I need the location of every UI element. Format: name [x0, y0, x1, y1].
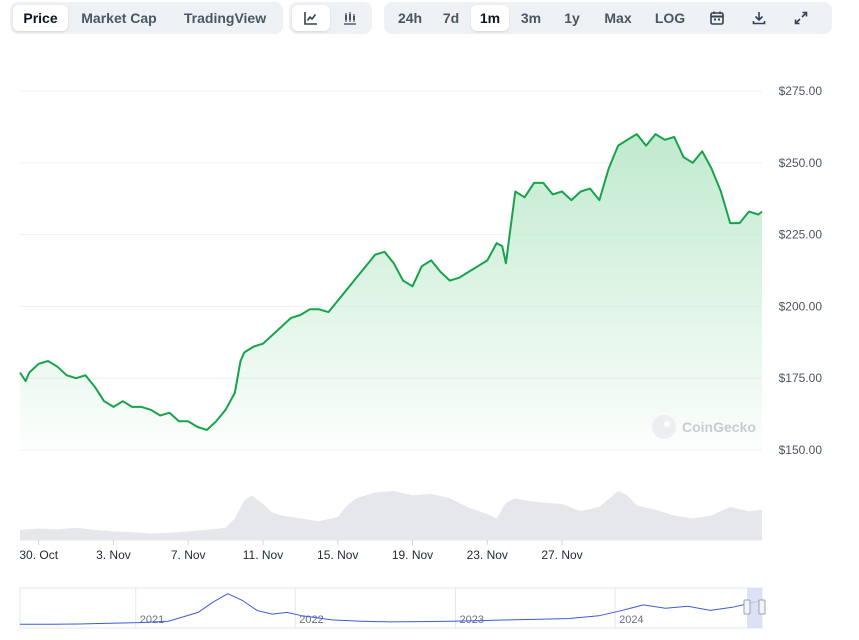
navigator-year-label: 2023	[460, 614, 484, 626]
navigator-right-handle[interactable]	[758, 599, 766, 615]
range-1m-button[interactable]: 1m	[471, 5, 509, 31]
tab-market-cap[interactable]: Market Cap	[81, 10, 157, 26]
y-tick-label: $150.00	[779, 443, 823, 457]
chart-type-group	[289, 2, 372, 34]
navigator-year-dividers: 2021 2022 2023 2024	[135, 588, 644, 628]
volume-area	[20, 491, 762, 540]
tab-tradingview[interactable]: TradingView	[183, 10, 267, 26]
candlestick-chart-icon	[344, 12, 357, 25]
navigator[interactable]: 2021 2022 2023 2024	[19, 587, 766, 629]
y-tick-label: $275.00	[779, 84, 823, 98]
y-axis: $275.00 $250.00 $225.00 $200.00 $175.00 $150.…	[779, 84, 823, 457]
x-tick-label: 23. Nov	[467, 548, 508, 562]
navigator-year-label: 2022	[299, 614, 323, 626]
navigator-selection[interactable]	[747, 588, 762, 628]
chart-toolbar: Price Market Cap TradingView 24h 7d 1m 3…	[0, 0, 859, 36]
download-icon	[752, 12, 766, 25]
range-1y-button[interactable]: 1y	[564, 10, 580, 26]
line-chart-icon	[303, 12, 317, 25]
y-tick-label: $250.00	[779, 156, 823, 170]
x-tick-label: 19. Nov	[392, 548, 433, 562]
y-tick-label: $225.00	[779, 228, 823, 242]
x-tick-label: 30. Oct	[19, 548, 58, 562]
tab-price[interactable]: Price	[13, 5, 68, 31]
navigator-line	[20, 593, 763, 625]
x-tick-label: 15. Nov	[317, 548, 358, 562]
x-tick-label: 3. Nov	[96, 548, 131, 562]
price-chart[interactable]: $275.00 $250.00 $225.00 $200.00 $175.00 $150.…	[0, 36, 859, 640]
y-tick-label: $200.00	[779, 299, 823, 313]
download-button[interactable]	[739, 5, 779, 31]
coingecko-logo-eye	[664, 421, 670, 427]
navigator-year-label: 2024	[619, 614, 643, 626]
y-tick-label: $175.00	[779, 371, 823, 385]
candlestick-chart-button[interactable]	[332, 5, 370, 31]
navigator-left-handle[interactable]	[743, 599, 751, 615]
view-tab-group: Price Market Cap TradingView	[10, 2, 283, 34]
log-scale-button[interactable]: LOG	[654, 10, 686, 26]
watermark: CoinGecko	[652, 415, 756, 439]
range-24h-button[interactable]: 24h	[397, 10, 423, 26]
calendar-icon	[710, 11, 724, 25]
navigator-year-label: 2021	[140, 614, 164, 626]
date-range-button[interactable]	[695, 5, 739, 31]
x-axis: 30. Oct 3. Nov 7. Nov 11. Nov 15. Nov 19. Nov…	[19, 540, 583, 562]
x-tick-label: 27. Nov	[541, 548, 582, 562]
range-3m-button[interactable]: 3m	[520, 10, 542, 26]
line-chart-button[interactable]	[292, 5, 330, 31]
coingecko-logo-icon	[652, 415, 676, 439]
watermark-text: CoinGecko	[682, 419, 756, 435]
range-group: 24h 7d 1m 3m 1y Max LOG	[384, 2, 832, 34]
fullscreen-button[interactable]	[779, 5, 823, 31]
expand-icon	[794, 11, 808, 25]
price-area-fill	[20, 134, 762, 450]
range-max-button[interactable]: Max	[604, 10, 632, 26]
x-tick-label: 7. Nov	[171, 548, 206, 562]
range-7d-button[interactable]: 7d	[442, 10, 460, 26]
x-tick-label: 11. Nov	[243, 548, 283, 562]
price-line	[19, 133, 763, 431]
